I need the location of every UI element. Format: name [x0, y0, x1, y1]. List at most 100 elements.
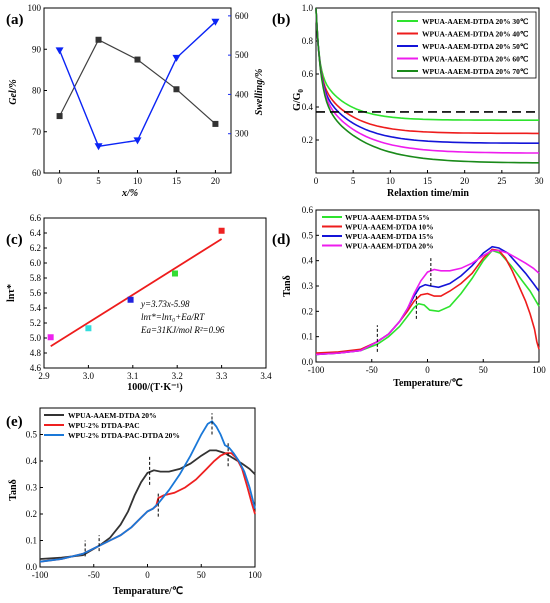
relaxation-curve: [315, 7, 539, 121]
swelling-point: [172, 54, 181, 62]
legend-entry: WPUA-AAEM-DTDA 10%: [345, 223, 434, 232]
x-tick-label: 100: [532, 365, 546, 375]
y2-axis-label: Swelling/%: [254, 69, 265, 116]
x-tick-label: 100: [248, 570, 262, 580]
panel-e: -100 -50 0 50 100 0.0 0.1 0.2 0.3 0.4 0.5 WPUA-AAEM…: [8, 407, 262, 597]
relaxation-curve: [315, 7, 539, 164]
tan-delta-curve: [315, 249, 540, 356]
x-tick-label: -100: [308, 365, 325, 375]
y-tick-label: 6.6: [30, 213, 42, 223]
x-tick-label: 20: [211, 176, 221, 186]
y-tick-label: 0.4: [302, 256, 314, 266]
y-tick-label: 5.0: [30, 333, 42, 343]
y-tick-label: 0.5: [302, 230, 314, 240]
y-tick-label: 0.1: [26, 536, 37, 546]
y-tick-label: 4.6: [30, 363, 42, 373]
relaxation-curve: [315, 7, 539, 154]
y-tick-label: 5.2: [30, 318, 41, 328]
data-point: [85, 325, 92, 332]
y-tick-label: 0.4: [26, 456, 38, 466]
y-tick-label: 5.8: [30, 273, 42, 283]
y-tick-label: 0.0: [26, 562, 38, 572]
legend-entry: WPUA-AAEM-DTDA 20% 70℃: [422, 67, 529, 76]
gel-point: [95, 36, 102, 43]
swelling-line: [58, 21, 216, 148]
gel-line: [59, 38, 216, 125]
y-tick-label: 80: [32, 86, 42, 96]
x-tick-label: 30: [535, 176, 545, 186]
y-axis-label: G/G0: [292, 89, 305, 111]
y-axis-label: Tanδ: [282, 275, 293, 297]
x-axis-label: x/%: [121, 188, 138, 199]
x-tick-label: -50: [88, 570, 100, 580]
y-tick-label: 90: [32, 44, 42, 54]
legend-entry: WPUA-AAEM-DTDA 5%: [345, 213, 430, 222]
legend-entry: WPUA-AAEM-DTDA 20% 50℃: [422, 42, 529, 51]
data-point: [218, 227, 225, 234]
y-tick-label: 0.3: [26, 483, 38, 493]
legend-entry: WPUA-AAEM-DTDA 20% 30℃: [422, 17, 529, 26]
x-tick-label: 3.3: [216, 371, 228, 381]
x-tick-label: 20: [460, 176, 470, 186]
y-tick-label: 300: [235, 129, 249, 139]
panel-label: (a): [6, 12, 24, 28]
y-tick-label: 0.5: [26, 430, 38, 440]
fit-annotation: lnτ*=lnτ₀+Ea/RT: [141, 312, 205, 322]
y-tick-label: 0.1: [302, 332, 313, 342]
swelling-point: [94, 143, 103, 151]
gel-point: [56, 113, 63, 120]
y-tick-label: 5.6: [30, 288, 42, 298]
x-tick-label: 25: [497, 176, 507, 186]
x-tick-label: 3.1: [127, 371, 138, 381]
data-point: [47, 334, 54, 341]
y-axis-label: Gel/%: [8, 79, 19, 105]
y-tick-label: 6.0: [30, 258, 42, 268]
y-tick-label: 0.3: [302, 281, 314, 291]
x-axis-label: Temparature/℃: [113, 586, 183, 597]
y-tick-label: 0.4: [302, 102, 314, 112]
legend-entry: WPUA-AAEM-DTDA 20% 60℃: [422, 55, 529, 64]
legend: WPUA-AAEM-DTDA 20% 30℃ WPUA-AAEM-DTDA 20%…: [391, 11, 537, 79]
legend-entry: WPU-2% DTDA-PAC-DTDA 20%: [68, 431, 180, 440]
swelling-point: [133, 137, 142, 145]
x-tick-label: 0: [57, 176, 62, 186]
x-tick-label: -50: [366, 365, 378, 375]
y-tick-label: 0.6: [302, 69, 314, 79]
x-tick-label: 0: [314, 176, 319, 186]
x-tick-label: 10: [386, 176, 396, 186]
y-tick-label: 60: [32, 168, 42, 178]
x-tick-label: 3.0: [83, 371, 95, 381]
panel-c: 2.9 3.0 3.1 3.2 3.3 3.4 4.6 4.8 5.0 5.2 5.4 5.6 5.8 6…: [6, 213, 272, 393]
y-tick-label: 1.0: [302, 3, 314, 13]
tan-delta-curve: [39, 420, 256, 563]
x-tick-label: 15: [172, 176, 182, 186]
legend-entry: WPUA-AAEM-DTDA 20%: [345, 242, 434, 251]
panel-d: -100 -50 0 50 100 0.0 0.1 0.2 0.3 0.4 0.5 0.6 WPUA-A…: [282, 205, 546, 389]
fit-annotation: y=3.73x-5.98: [140, 299, 190, 309]
x-axis-label: Temperature/℃: [393, 378, 463, 389]
x-tick-label: 3.4: [260, 371, 272, 381]
legend: WPUA-AAEM-DTDA 5%WPUA-AAEM-DTDA 10% WPUA-…: [322, 213, 434, 251]
panel-label: (d): [272, 232, 290, 248]
legend-entry: WPU-2% DTDA-PAC: [68, 421, 140, 430]
legend-entry: WPUA-AAEM-DTDA 20%: [68, 411, 157, 420]
x-tick-label: 0: [145, 570, 150, 580]
gel-point: [212, 120, 219, 127]
x-tick-label: 2.9: [38, 371, 50, 381]
swelling-point: [211, 18, 220, 26]
x-tick-label: -100: [32, 570, 49, 580]
tan-delta-curve: [39, 452, 256, 563]
y-tick-label: 6.4: [30, 228, 42, 238]
x-tick-label: 5: [351, 176, 356, 186]
panel-a: 0 5 10 15 20 60 70 80 90 100 300 400 500 600 x/% Gel/% S…: [8, 3, 265, 199]
x-tick-label: 10: [133, 176, 143, 186]
panel-label: (c): [6, 232, 23, 248]
x-tick-label: 50: [479, 365, 489, 375]
swelling-point: [55, 47, 64, 55]
y-tick-label: 5.4: [30, 303, 42, 313]
gel-point: [173, 86, 180, 93]
tan-delta-curve: [39, 449, 256, 560]
legend: WPUA-AAEM-DTDA 20%WPU-2% DTDA-PACWPU-2% …: [44, 411, 180, 440]
y-tick-label: 0.6: [302, 205, 314, 215]
y-tick-label: 600: [235, 11, 249, 21]
